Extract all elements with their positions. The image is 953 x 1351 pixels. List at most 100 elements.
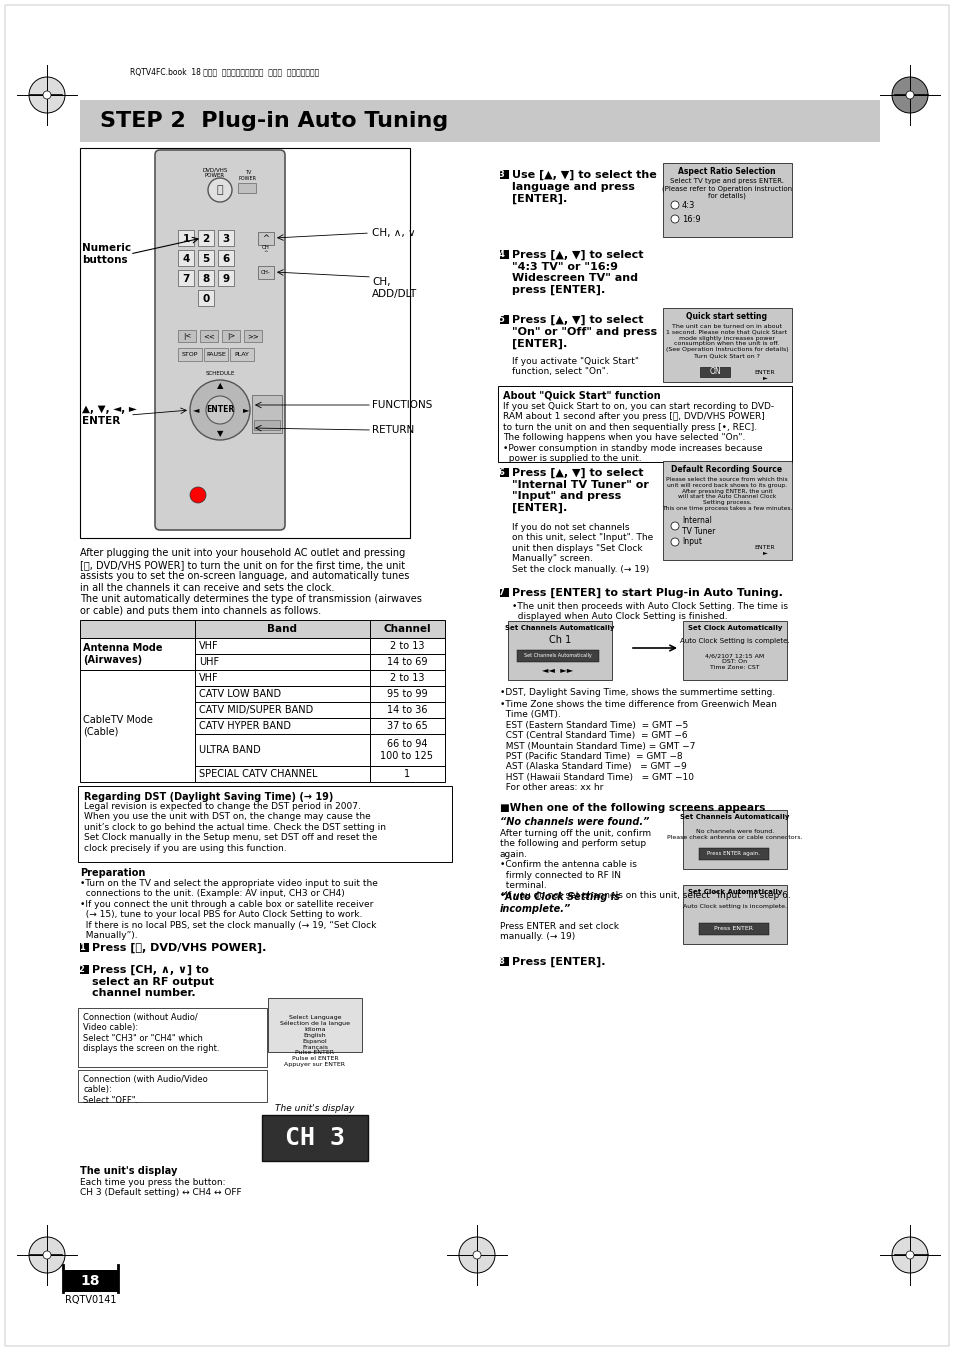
Text: Connection (with Audio/Video
cable):
Select "OFF".: Connection (with Audio/Video cable): Sel…	[83, 1075, 208, 1105]
Bar	[178, 349, 202, 361]
Text: 7: 7	[182, 273, 190, 284]
Text: ENTER
►: ENTER ►	[754, 370, 775, 381]
Text: After turning off the unit, confirm
the following and perform setup
again.
•Conf: After turning off the unit, confirm the …	[499, 830, 790, 900]
Text: Connection (without Audio/
Video cable):
Select "CH3" or "CH4" which
displays th: Connection (without Audio/ Video cable):…	[83, 1013, 219, 1054]
Bar	[370, 686, 444, 703]
Text: RQTV0141: RQTV0141	[65, 1296, 116, 1305]
Text: STEP 2  Plug-in Auto Tuning: STEP 2 Plug-in Auto Tuning	[100, 111, 448, 131]
Text: CH-: CH-	[261, 270, 271, 276]
Text: 3: 3	[498, 170, 504, 178]
Text: ▼: ▼	[216, 430, 223, 439]
Text: Numeric
buttons: Numeric buttons	[82, 243, 131, 265]
Text: SPECIAL CATV CHANNEL: SPECIAL CATV CHANNEL	[199, 769, 317, 780]
Bar	[252, 394, 282, 434]
Circle shape	[208, 178, 232, 203]
Text: Press [ENTER] to start Plug-in Auto Tuning.: Press [ENTER] to start Plug-in Auto Tuni…	[512, 588, 782, 598]
Text: ENTER
►: ENTER ►	[754, 544, 775, 555]
Text: >>: >>	[247, 332, 258, 339]
Text: 1: 1	[78, 943, 85, 952]
Text: Antenna Mode
(Airwaves): Antenna Mode (Airwaves)	[83, 643, 162, 665]
Circle shape	[670, 215, 679, 223]
Text: Press ENTER: Press ENTER	[714, 927, 753, 931]
Circle shape	[190, 486, 206, 503]
Text: The unit can be turned on in about
1 second. Please note that Quick Start
mode s: The unit can be turned on in about 1 sec…	[665, 324, 787, 358]
Bar	[80, 638, 194, 670]
Circle shape	[29, 77, 65, 113]
FancyBboxPatch shape	[517, 650, 598, 662]
Circle shape	[458, 1238, 495, 1273]
Circle shape	[670, 521, 679, 530]
Text: CATV LOW BAND: CATV LOW BAND	[199, 689, 281, 698]
Bar	[198, 290, 213, 305]
Bar	[218, 270, 233, 286]
Text: RQTV4FC.book  18 ページ  ２００６年２月６日  月曜日  午後３時２９分: RQTV4FC.book 18 ページ ２００６年２月６日 月曜日 午後３時２９…	[130, 68, 319, 77]
FancyBboxPatch shape	[699, 848, 768, 861]
Text: 14 to 36: 14 to 36	[386, 705, 427, 715]
Bar	[499, 170, 509, 178]
Text: Each time you press the button:
CH 3 (Default setting) ↔ CH4 ↔ OFF: Each time you press the button: CH 3 (De…	[80, 1178, 241, 1197]
Circle shape	[891, 1238, 927, 1273]
Text: 4: 4	[498, 250, 504, 259]
Text: Regarding DST (Daylight Saving Time) (→ 19): Regarding DST (Daylight Saving Time) (→ …	[84, 792, 333, 802]
Text: UHF: UHF	[199, 657, 219, 667]
Bar	[244, 330, 262, 342]
Text: ULTRA BAND: ULTRA BAND	[199, 744, 260, 755]
Text: If you set Quick Start to on, you can start recording to DVD-
RAM about 1 second: If you set Quick Start to on, you can st…	[502, 403, 773, 463]
Text: 5: 5	[202, 254, 210, 263]
Text: “No channels were found.”: “No channels were found.”	[499, 817, 649, 827]
Text: |>: |>	[227, 332, 234, 339]
Text: “Auto Clock Setting is
incomplete.”: “Auto Clock Setting is incomplete.”	[499, 892, 619, 913]
Bar	[194, 734, 370, 766]
Bar	[257, 266, 274, 280]
Text: Set Clock Automatically: Set Clock Automatically	[687, 889, 781, 894]
Text: 5: 5	[498, 315, 504, 324]
Text: Select TV type and press ENTER.
(Please refer to Operation Instruction
for detai: Select TV type and press ENTER. (Please …	[661, 178, 791, 199]
Text: DVD/VHS
POWER: DVD/VHS POWER	[202, 168, 228, 178]
Text: Set Channels Automatically: Set Channels Automatically	[679, 815, 789, 820]
Text: Aspect Ratio Selection: Aspect Ratio Selection	[678, 168, 775, 176]
Circle shape	[190, 380, 250, 440]
Text: Band: Band	[267, 624, 296, 634]
FancyBboxPatch shape	[262, 1115, 368, 1161]
Text: ◄: ◄	[193, 405, 199, 415]
Text: PLAY: PLAY	[234, 353, 249, 357]
Bar	[178, 330, 195, 342]
Text: SCHEDULE: SCHEDULE	[205, 372, 234, 376]
Text: CATV MID/SUPER BAND: CATV MID/SUPER BAND	[199, 705, 313, 715]
Circle shape	[891, 77, 927, 113]
Text: VHF: VHF	[199, 673, 218, 684]
Text: |<: |<	[183, 332, 191, 339]
Text: ON: ON	[708, 367, 720, 377]
Text: •DST, Daylight Saving Time, shows the summertime setting.: •DST, Daylight Saving Time, shows the su…	[499, 688, 775, 697]
Bar	[80, 620, 444, 638]
Text: The unit's display: The unit's display	[80, 1166, 177, 1175]
Text: ►: ►	[242, 405, 249, 415]
Text: PAUSE: PAUSE	[206, 353, 226, 357]
Bar	[370, 638, 444, 654]
Bar	[237, 182, 255, 193]
Circle shape	[43, 91, 51, 99]
Text: 18: 18	[80, 1274, 100, 1288]
FancyBboxPatch shape	[78, 786, 452, 862]
Text: <<: <<	[203, 332, 214, 339]
Bar	[700, 367, 729, 377]
FancyBboxPatch shape	[682, 885, 786, 944]
Bar	[370, 703, 444, 717]
Text: 8: 8	[498, 957, 504, 966]
Text: ENTER: ENTER	[206, 405, 233, 415]
FancyBboxPatch shape	[662, 308, 791, 382]
Bar	[218, 230, 233, 246]
Text: Quick start setting: Quick start setting	[686, 312, 767, 322]
Text: Press [⭘, DVD/VHS POWER].: Press [⭘, DVD/VHS POWER].	[91, 943, 266, 954]
Text: Input: Input	[681, 538, 701, 547]
Bar	[178, 270, 193, 286]
Bar	[499, 467, 509, 477]
Text: Default Recording Source: Default Recording Source	[671, 465, 781, 474]
Text: 95 to 99: 95 to 99	[386, 689, 427, 698]
Text: 4/6/2107 12:15 AM
DST: On
Time Zone: CST: 4/6/2107 12:15 AM DST: On Time Zone: CST	[704, 653, 763, 670]
Text: Set Channels Automatically: Set Channels Automatically	[523, 654, 591, 658]
Text: RETURN: RETURN	[372, 426, 414, 435]
Bar	[198, 270, 213, 286]
FancyBboxPatch shape	[662, 163, 791, 236]
Text: Auto Clock setting is incomplete.: Auto Clock setting is incomplete.	[682, 904, 786, 909]
